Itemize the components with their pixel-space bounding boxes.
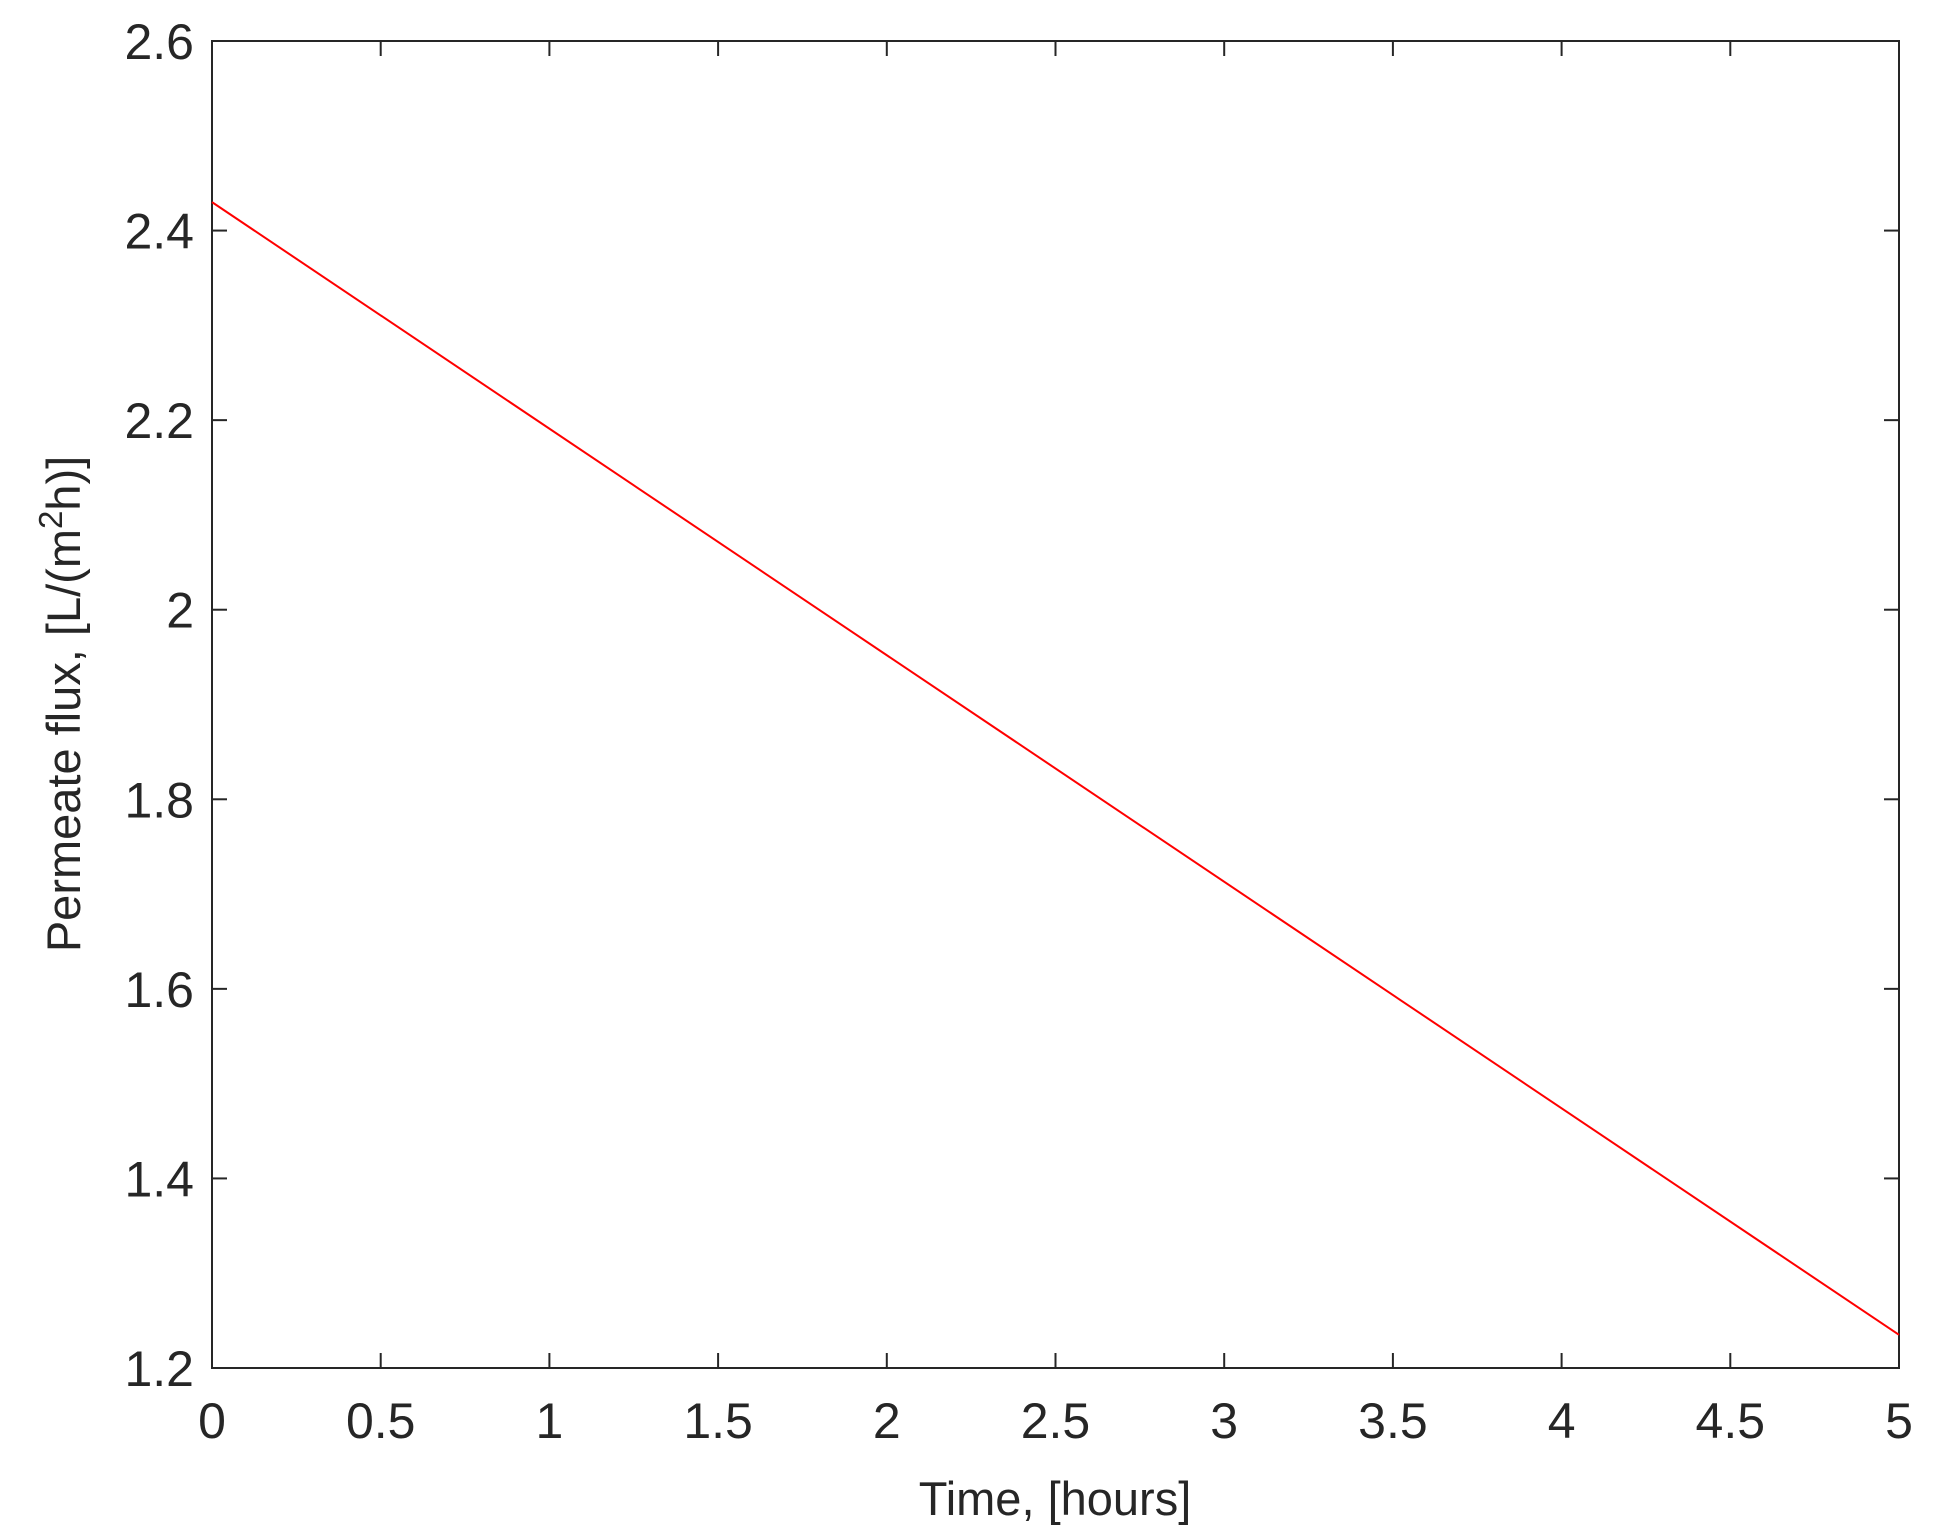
x-tick-label: 0.5	[346, 1393, 416, 1449]
x-tick-label: 0	[198, 1393, 226, 1449]
data-line	[211, 201, 1900, 1336]
y-axis-label-superscript: 2	[32, 511, 69, 529]
plot-frame	[211, 40, 1900, 1369]
x-tick-label: 1	[535, 1393, 563, 1449]
x-tick-label: 2.5	[1021, 1393, 1091, 1449]
y-tick-label: 1.2	[124, 1341, 194, 1397]
y-tick-label: 1.6	[124, 962, 194, 1018]
y-tick-label: 2	[166, 583, 194, 639]
y-tick-label: 1.4	[124, 1151, 194, 1207]
x-tick-label: 4	[1548, 1393, 1576, 1449]
x-tick-label: 2	[873, 1393, 901, 1449]
x-tick-label: 5	[1885, 1393, 1913, 1449]
x-tick-label: 4.5	[1696, 1393, 1766, 1449]
y-axis-label-text: Permeate flux, [L/(m	[37, 529, 90, 952]
x-tick-label: 3.5	[1358, 1393, 1428, 1449]
y-tick-label: 1.8	[124, 772, 194, 828]
y-tick-label: 2.2	[124, 393, 194, 449]
y-axis-label: Permeate flux, [L/(m2h)]	[32, 456, 90, 952]
y-axis-label-after: h)]	[37, 456, 90, 511]
x-tick-label: 3	[1210, 1393, 1238, 1449]
y-tick-label: 2.4	[124, 204, 194, 260]
y-tick-label: 2.6	[124, 14, 194, 70]
x-tick-label: 1.5	[683, 1393, 753, 1449]
x-axis-label: Time, [hours]	[919, 1472, 1192, 1525]
